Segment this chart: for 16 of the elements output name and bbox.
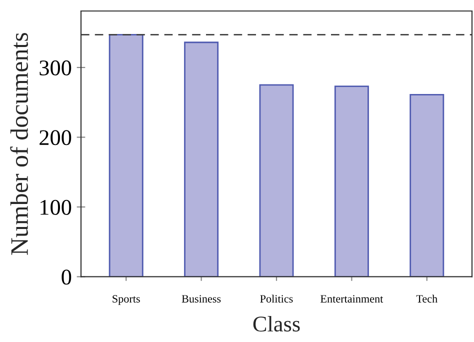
bar xyxy=(108,34,144,277)
x-tick-label: Entertainment xyxy=(320,295,384,303)
y-axis-title: Number of documents xyxy=(10,32,28,255)
bar xyxy=(410,94,444,277)
bar xyxy=(184,42,219,277)
y-tick-label: 0 xyxy=(62,270,72,285)
bar xyxy=(259,84,294,277)
y-tick-label: 300 xyxy=(40,60,72,76)
x-tick-label: Tech xyxy=(416,294,438,303)
x-axis-title: Class xyxy=(253,316,300,332)
y-tick-label: 100 xyxy=(40,200,72,215)
x-tick-label: Sports xyxy=(112,295,140,305)
y-tick-label: 200 xyxy=(40,130,72,146)
x-tick-label: Business xyxy=(182,295,221,303)
x-tick-label: Politics xyxy=(260,294,293,303)
bar xyxy=(334,86,369,277)
